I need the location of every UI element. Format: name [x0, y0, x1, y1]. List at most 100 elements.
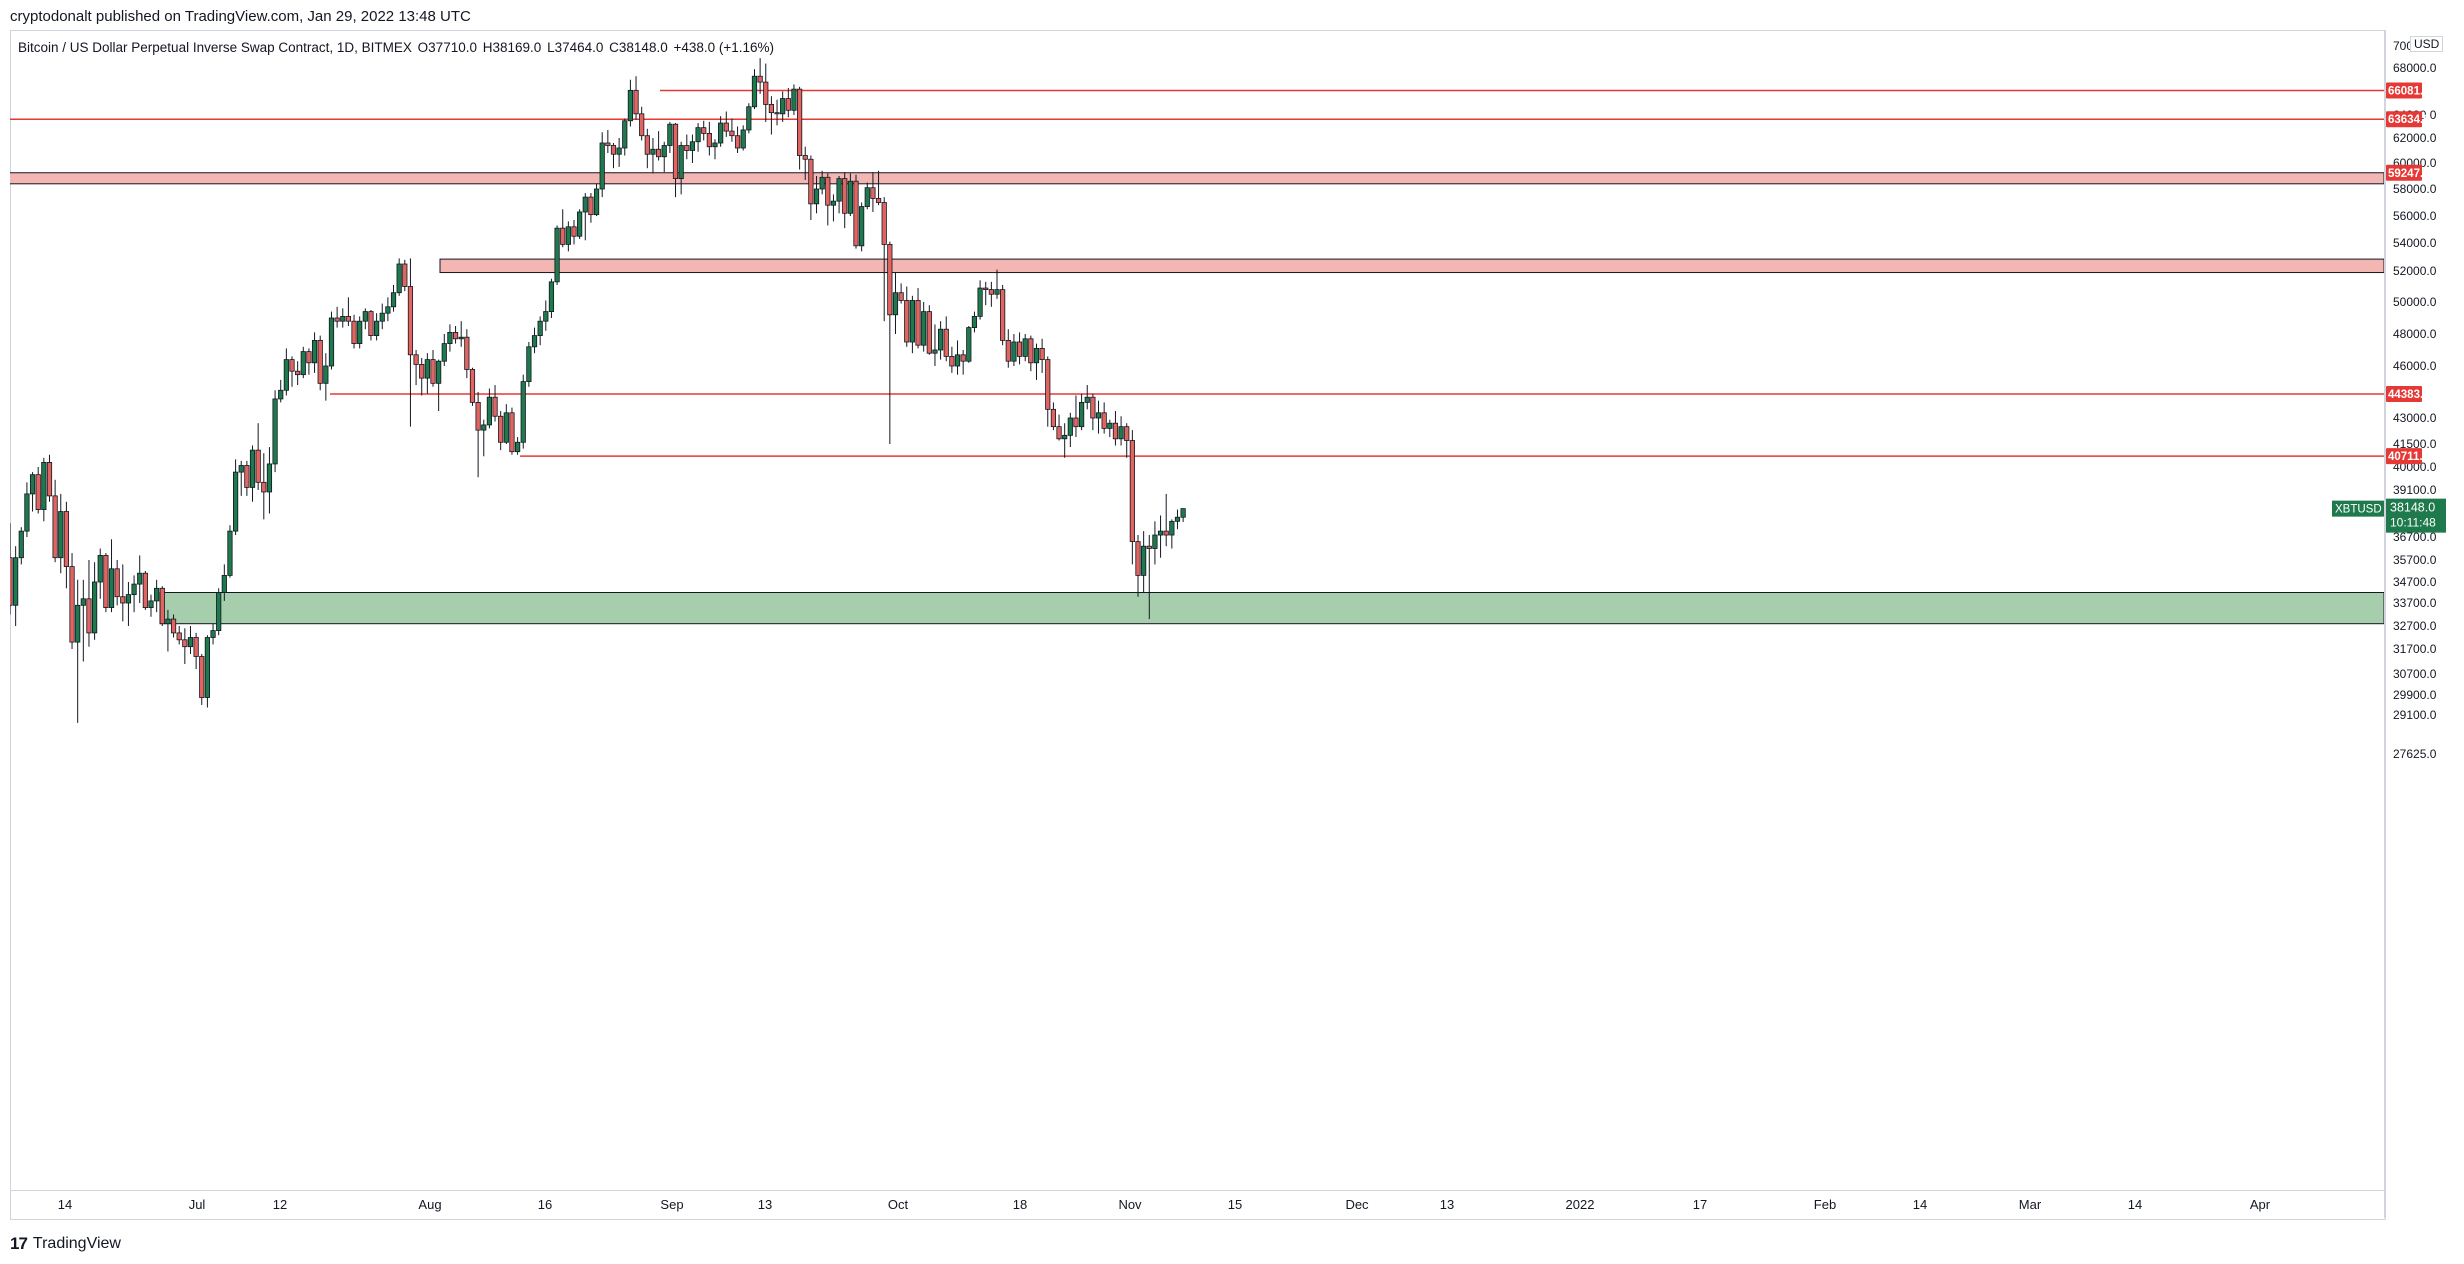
candle-body	[678, 145, 684, 179]
price-tick-label: 52000.0	[2393, 264, 2437, 278]
candle	[165, 609, 171, 652]
candle	[492, 385, 498, 422]
symbol-badge	[2332, 500, 2384, 517]
candle	[396, 258, 402, 296]
symbol-title[interactable]: Bitcoin / US Dollar Perpetual Inverse Sw…	[18, 40, 412, 55]
candle-body	[983, 287, 989, 290]
candle	[385, 297, 391, 322]
candle-body	[1079, 401, 1085, 428]
candle-body	[351, 320, 357, 345]
candle	[983, 281, 989, 306]
candle	[125, 582, 132, 626]
candle-body	[334, 317, 340, 322]
candlestick-chart[interactable]: XBTUSD	[10, 30, 2384, 1190]
candle-body	[593, 188, 600, 216]
candle-body	[306, 351, 312, 364]
candle-body	[1028, 338, 1034, 364]
price-axis-border	[2384, 30, 2385, 1218]
candle	[808, 155, 814, 221]
candle-body	[667, 123, 673, 146]
candle-body	[103, 555, 109, 609]
candle	[644, 128, 650, 169]
candle	[667, 121, 673, 153]
candle	[836, 176, 842, 214]
candle	[176, 626, 182, 645]
price-tick-label: 56000.0	[2393, 209, 2437, 223]
price-tick-label: 68000.0	[2393, 61, 2437, 75]
candle-body	[295, 370, 301, 376]
candle-body	[379, 312, 385, 322]
candle-body	[458, 336, 464, 340]
candle	[278, 379, 284, 403]
candle-body	[154, 587, 160, 602]
price-tick-label: 35700.0	[2393, 553, 2437, 567]
candle-body	[842, 178, 848, 214]
candle-body	[847, 180, 853, 214]
candle	[458, 321, 464, 347]
candle	[1107, 419, 1113, 438]
candle-body	[1084, 396, 1090, 403]
candle	[526, 342, 532, 387]
candle	[864, 182, 870, 210]
candle	[847, 173, 853, 216]
candle-body	[938, 328, 944, 351]
candle	[1000, 284, 1006, 346]
candle-body	[830, 200, 837, 206]
price-axis[interactable]: 72000.070000.068000.064000.062000.060000…	[2385, 30, 2464, 1190]
candle	[954, 340, 961, 375]
price-tick-label: 33700.0	[2393, 596, 2437, 610]
candle	[633, 76, 639, 120]
currency-label[interactable]: USD	[2410, 36, 2444, 52]
candle	[266, 447, 273, 514]
support-zone-3	[159, 592, 2384, 625]
candle-body	[1180, 508, 1186, 518]
level-badge-label: 40711.5	[2388, 451, 2430, 463]
candle	[1045, 356, 1051, 427]
candle-body	[577, 211, 583, 237]
candle	[1157, 515, 1164, 558]
candle-body	[994, 289, 1000, 295]
candle-body	[323, 365, 329, 384]
candle	[554, 225, 560, 285]
candle	[909, 295, 916, 354]
candle	[1039, 338, 1045, 373]
candle-body	[875, 198, 882, 203]
candle	[582, 193, 588, 241]
candle-body	[926, 311, 932, 354]
candle	[379, 303, 385, 330]
countdown-label: 10:11:48	[2390, 516, 2436, 530]
time-tick-label: 12	[273, 1197, 287, 1212]
candle-body	[1129, 440, 1135, 542]
time-tick-label: Sep	[660, 1197, 683, 1212]
candle-body	[689, 141, 696, 151]
candle-body	[1022, 338, 1028, 357]
candle-body	[639, 113, 645, 137]
candle	[1022, 334, 1028, 362]
candle	[142, 571, 148, 610]
candle-body	[892, 292, 899, 316]
footer-brand[interactable]: 17 TradingView	[10, 1234, 121, 1254]
candle	[131, 575, 137, 613]
candle	[340, 308, 346, 328]
level-badge	[2386, 111, 2422, 128]
candle-body	[261, 481, 267, 493]
candle-body	[58, 511, 64, 559]
candle	[1180, 508, 1186, 523]
time-tick-label: 14	[2128, 1197, 2142, 1212]
candle	[797, 86, 803, 170]
time-tick-label: Apr	[2250, 1197, 2271, 1212]
level-badge-label: 59247.5	[2388, 168, 2430, 180]
candle	[334, 306, 340, 328]
candle	[537, 316, 543, 346]
candle	[949, 346, 955, 373]
candle	[757, 58, 763, 94]
time-axis[interactable]: 14 Jul 12 Aug 16 Sep 13 Oct 18 Nov 15 Dec 13 2022 17 Fe…	[10, 1191, 2384, 1218]
candle	[46, 454, 53, 502]
candle	[97, 548, 103, 599]
candle-body	[543, 311, 549, 322]
candle-body	[108, 568, 115, 608]
candle-body	[266, 463, 273, 493]
candle-body	[1107, 422, 1113, 429]
candle	[966, 326, 972, 363]
candle	[932, 324, 938, 366]
